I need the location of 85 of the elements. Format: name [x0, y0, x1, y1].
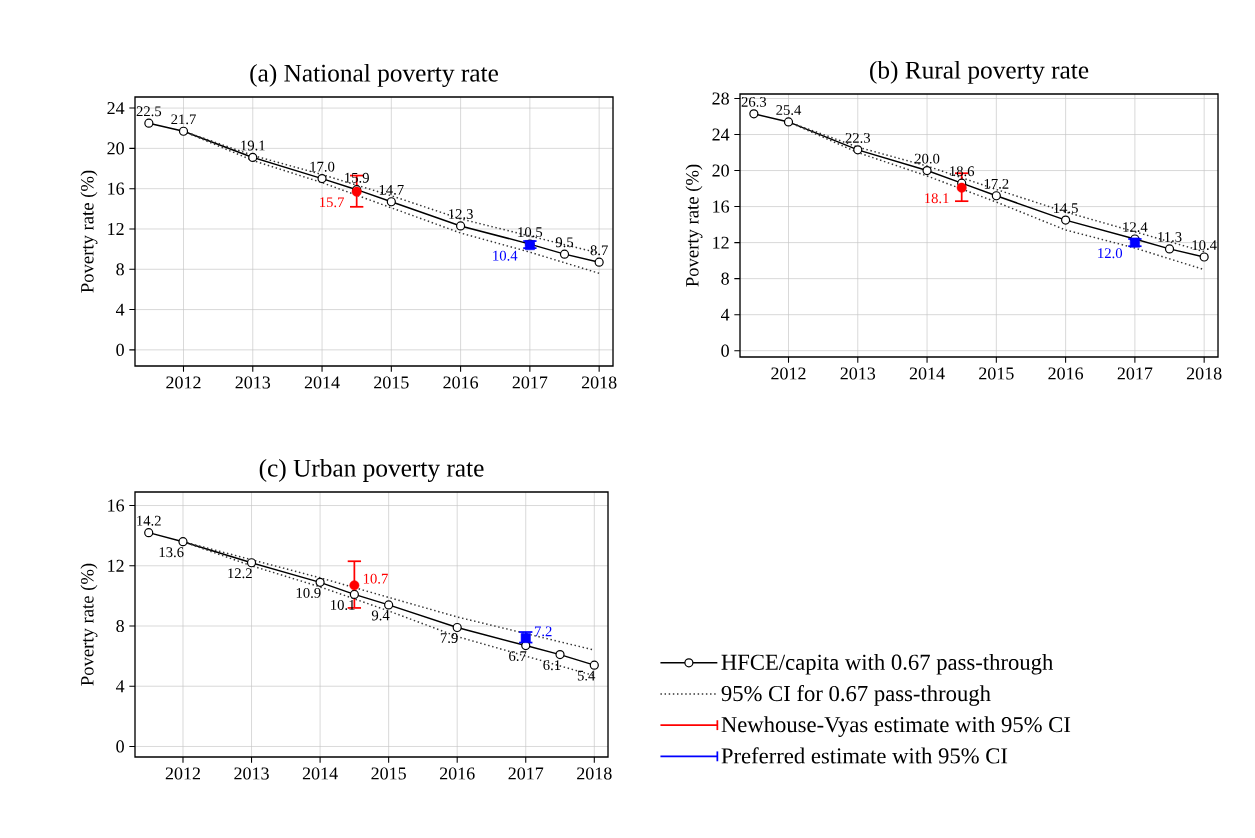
- x-tick-label: 2017: [512, 376, 548, 389]
- y-tick-label: 12: [108, 559, 124, 572]
- data-label: 18.1: [925, 193, 949, 204]
- data-label: 15.7: [320, 197, 344, 208]
- legend-label: Newhouse-Vyas estimate with 95% CI: [721, 716, 1071, 737]
- data-label: 9.4: [371, 610, 390, 621]
- x-tick-label: 2018: [581, 376, 617, 389]
- x-tick-label: 2016: [439, 767, 475, 780]
- y-tick-label: 4: [115, 303, 125, 316]
- x-tick-label: 2016: [1048, 367, 1084, 380]
- x-tick-label: 2012: [166, 376, 201, 389]
- data-label: 10.4: [493, 250, 518, 261]
- y-tick-label: 16: [108, 499, 125, 512]
- chart-title: (b) Rural poverty rate: [870, 60, 1089, 84]
- data-label: 10.9: [296, 587, 321, 598]
- x-tick-label: 2015: [371, 767, 406, 780]
- data-label: 12.3: [449, 209, 473, 220]
- data-label: 21.7: [171, 114, 196, 125]
- y-tick-label: 24: [107, 102, 125, 115]
- x-tick-label: 2018: [577, 767, 612, 780]
- data-label: 9.5: [555, 237, 574, 248]
- legend-label: 95% CI for 0.67 pass-through: [721, 685, 991, 706]
- x-tick-label: 2012: [165, 767, 200, 780]
- data-label: 12.2: [228, 568, 252, 579]
- y-tick-label: 12: [713, 236, 729, 249]
- data-label: 19.1: [241, 140, 265, 151]
- y-tick-label: 20: [712, 164, 729, 177]
- x-tick-label: 2013: [235, 376, 271, 389]
- x-tick-label: 2015: [979, 367, 1014, 380]
- y-tick-label: 16: [108, 182, 125, 195]
- data-label: 25.4: [776, 105, 802, 115]
- x-tick-label: 2017: [508, 767, 544, 780]
- data-label: 7.2: [534, 626, 552, 637]
- data-label: 17.2: [984, 178, 1009, 189]
- data-label: 22.3: [845, 132, 871, 143]
- data-label: 8.7: [590, 245, 608, 256]
- chart-title: (a) National poverty rate: [250, 63, 498, 87]
- data-label: 17.0: [310, 161, 335, 172]
- y-tick-label: 0: [116, 343, 124, 356]
- y-axis-title: Poverty rate (%): [80, 563, 98, 686]
- data-label: 11.3: [1158, 232, 1182, 242]
- y-tick-label: 0: [116, 740, 124, 753]
- x-tick-label: 2012: [771, 367, 806, 380]
- y-tick-label: 8: [116, 619, 124, 633]
- data-label: 6.1: [543, 660, 561, 671]
- data-label: 14.2: [137, 515, 161, 526]
- y-tick-label: 28: [712, 92, 729, 105]
- y-axis-title: Poverty rate (%): [685, 164, 703, 287]
- x-tick-label: 2014: [304, 376, 340, 389]
- legend-label: Preferred estimate with 95% CI: [721, 747, 1008, 764]
- x-tick-label: 2016: [443, 376, 479, 389]
- y-tick-label: 8: [116, 263, 124, 276]
- y-tick-label: 4: [115, 680, 125, 693]
- data-label: 18.6: [950, 166, 975, 177]
- data-label: 10.7: [363, 573, 388, 584]
- x-tick-label: 2013: [840, 367, 876, 380]
- data-label: 10.4: [1192, 240, 1217, 251]
- x-tick-label: 2018: [1186, 367, 1222, 380]
- data-label: 7.9: [440, 633, 458, 644]
- x-tick-label: 2013: [234, 767, 269, 780]
- x-tick-label: 2017: [1117, 367, 1153, 380]
- y-tick-label: 20: [107, 142, 124, 155]
- x-tick-label: 2015: [374, 376, 409, 389]
- y-tick-label: 8: [721, 272, 729, 285]
- y-tick-label: 24: [712, 128, 730, 141]
- y-tick-label: 16: [713, 200, 730, 213]
- data-label: 14.7: [379, 184, 404, 195]
- legend-label: HFCE/capita with 0.67 pass-through: [721, 653, 1054, 675]
- x-tick-label: 2014: [909, 367, 945, 380]
- x-tick-label: 2014: [302, 767, 338, 780]
- data-label: 26.3: [741, 96, 767, 107]
- data-label: 20.0: [914, 153, 940, 164]
- data-label: 12.4: [1123, 222, 1148, 233]
- data-label: 5.4: [577, 670, 596, 681]
- data-label: 22.5: [136, 106, 162, 117]
- y-tick-label: 0: [721, 344, 729, 357]
- data-label: 13.6: [159, 547, 184, 558]
- data-label: 10.5: [518, 227, 543, 238]
- data-label: 12.0: [1098, 248, 1123, 259]
- y-axis-title: Poverty rate (%): [80, 170, 98, 293]
- chart-title: (c) Urban poverty rate: [259, 458, 484, 482]
- y-tick-label: 12: [108, 223, 124, 235]
- data-label: 6.7: [509, 651, 527, 662]
- y-tick-label: 4: [720, 308, 730, 321]
- data-label: 14.5: [1054, 203, 1078, 214]
